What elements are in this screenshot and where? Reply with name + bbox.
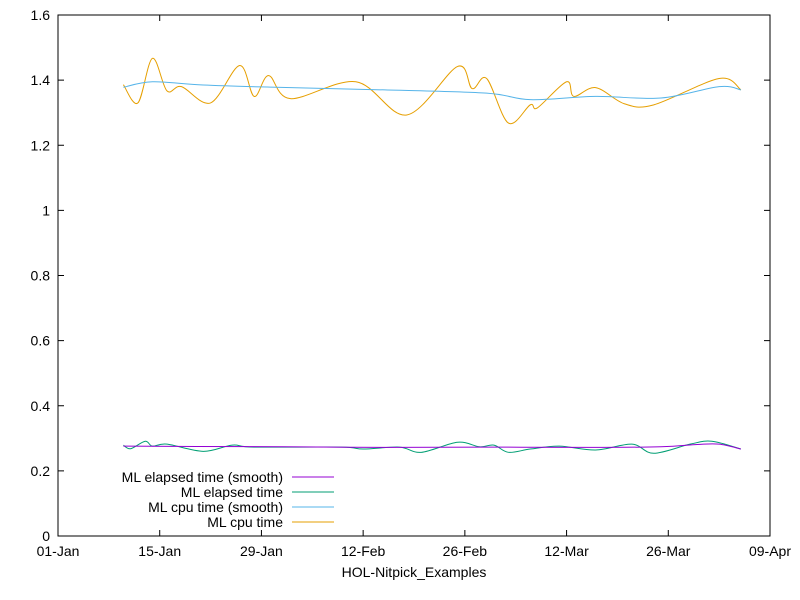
y-tick-label: 1.6 (31, 7, 51, 23)
y-tick-label: 0.2 (31, 463, 51, 479)
y-tick-label: 0.4 (31, 398, 51, 414)
x-tick-label: 26-Mar (646, 543, 691, 559)
y-tick-label: 0 (42, 528, 50, 544)
x-tick-label: 29-Jan (240, 543, 283, 559)
series-line-0 (123, 443, 742, 450)
y-tick-label: 1.2 (31, 137, 51, 153)
axis-ticks: 01-Jan 15-Jan 29-Jan 12-Feb 26-Feb 12-Mar 26-M… (31, 7, 792, 559)
x-tick-label: 15-Jan (138, 543, 181, 559)
legend-label: ML cpu time (smooth) (148, 499, 283, 515)
legend-label: ML elapsed time (181, 484, 283, 500)
plot-border (57, 14, 771, 537)
legend: ML elapsed time (smooth)ML elapsed timeM… (122, 469, 334, 530)
x-tick-label: 12-Mar (544, 543, 589, 559)
y-tick-label: 1.4 (31, 72, 51, 88)
series-line-3 (122, 57, 742, 125)
legend-label: ML cpu time (207, 514, 283, 530)
legend-label: ML elapsed time (smooth) (122, 469, 283, 485)
series-group (122, 57, 742, 454)
series-line-1 (123, 440, 742, 454)
x-tick-label: 12-Feb (341, 543, 386, 559)
x-tick-label: 09-Apr (749, 543, 791, 559)
y-tick-label: 1 (42, 202, 50, 218)
series-line-2 (123, 81, 742, 101)
y-tick-label: 0.6 (31, 333, 51, 349)
x-tick-label: 26-Feb (443, 543, 488, 559)
y-tick-label: 0.8 (31, 268, 51, 284)
x-tick-label: 01-Jan (37, 543, 80, 559)
x-axis-label: HOL-Nitpick_Examples (342, 564, 487, 580)
